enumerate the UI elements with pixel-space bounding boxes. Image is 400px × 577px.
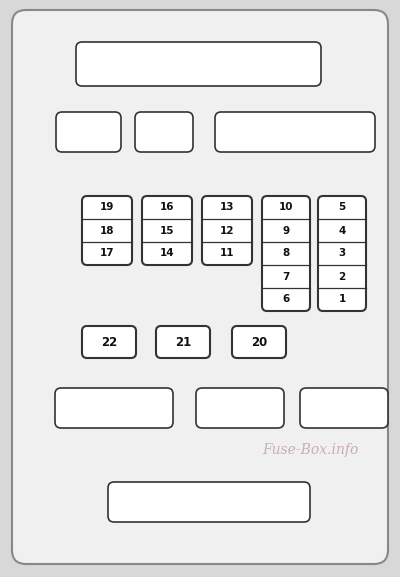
Text: 21: 21 bbox=[175, 335, 191, 349]
FancyBboxPatch shape bbox=[156, 326, 210, 358]
FancyBboxPatch shape bbox=[196, 388, 284, 428]
FancyBboxPatch shape bbox=[82, 196, 132, 265]
Text: 1: 1 bbox=[338, 294, 346, 305]
Text: 8: 8 bbox=[282, 249, 290, 258]
FancyBboxPatch shape bbox=[232, 326, 286, 358]
Text: 9: 9 bbox=[282, 226, 290, 235]
Text: 6: 6 bbox=[282, 294, 290, 305]
Text: 2: 2 bbox=[338, 272, 346, 282]
FancyBboxPatch shape bbox=[202, 196, 252, 265]
FancyBboxPatch shape bbox=[215, 112, 375, 152]
Text: 10: 10 bbox=[279, 203, 293, 212]
Text: 5: 5 bbox=[338, 203, 346, 212]
FancyBboxPatch shape bbox=[76, 42, 321, 86]
Text: 14: 14 bbox=[160, 249, 174, 258]
Text: 19: 19 bbox=[100, 203, 114, 212]
FancyBboxPatch shape bbox=[55, 388, 173, 428]
Text: 7: 7 bbox=[282, 272, 290, 282]
Text: 15: 15 bbox=[160, 226, 174, 235]
FancyBboxPatch shape bbox=[318, 196, 366, 311]
Text: 3: 3 bbox=[338, 249, 346, 258]
FancyBboxPatch shape bbox=[262, 196, 310, 311]
FancyBboxPatch shape bbox=[142, 196, 192, 265]
FancyBboxPatch shape bbox=[300, 388, 388, 428]
FancyBboxPatch shape bbox=[108, 482, 310, 522]
Text: Fuse-Box.info: Fuse-Box.info bbox=[262, 443, 358, 457]
Text: 17: 17 bbox=[100, 249, 114, 258]
FancyBboxPatch shape bbox=[135, 112, 193, 152]
FancyBboxPatch shape bbox=[56, 112, 121, 152]
Text: 18: 18 bbox=[100, 226, 114, 235]
Text: 20: 20 bbox=[251, 335, 267, 349]
Text: 16: 16 bbox=[160, 203, 174, 212]
Text: 11: 11 bbox=[220, 249, 234, 258]
FancyBboxPatch shape bbox=[12, 10, 388, 564]
Text: 13: 13 bbox=[220, 203, 234, 212]
Text: 4: 4 bbox=[338, 226, 346, 235]
FancyBboxPatch shape bbox=[82, 326, 136, 358]
Text: 22: 22 bbox=[101, 335, 117, 349]
Text: 12: 12 bbox=[220, 226, 234, 235]
